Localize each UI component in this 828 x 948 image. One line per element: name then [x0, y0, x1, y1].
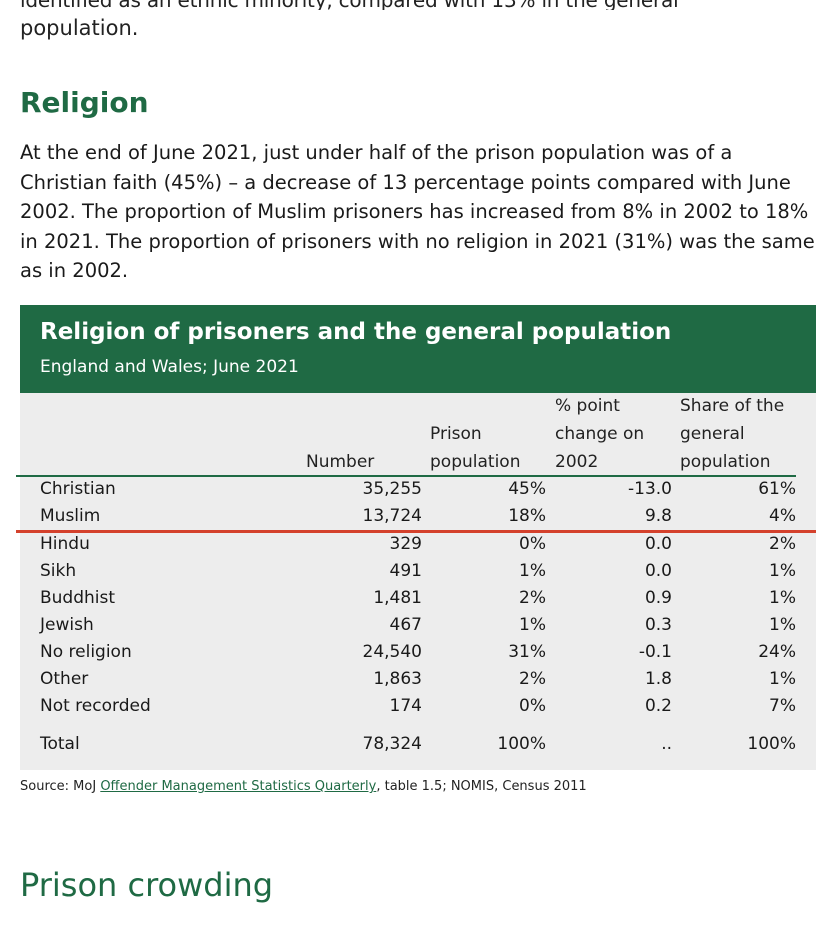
section-heading-prison-crowding: Prison crowding: [20, 866, 274, 904]
row-number: 329: [389, 534, 422, 554]
table-row: Hindu 329 0% 0.0 2%: [0, 531, 828, 558]
row-share: 1%: [769, 615, 796, 635]
row-change: 0.0: [644, 561, 672, 581]
row-number: 467: [389, 615, 422, 635]
row-label: Muslim: [40, 506, 101, 526]
section-heading-religion: Religion: [20, 86, 149, 119]
total-number: 78,324: [362, 734, 422, 754]
row-prison-pct: 1%: [519, 561, 546, 581]
row-label: Hindu: [40, 534, 90, 554]
total-share: 100%: [747, 734, 796, 754]
row-share: 1%: [769, 669, 796, 689]
row-number: 35,255: [362, 479, 422, 499]
row-change: -13.0: [628, 479, 672, 499]
row-label: Buddhist: [40, 588, 116, 608]
total-label: Total: [40, 734, 80, 754]
row-share: 4%: [769, 506, 796, 526]
col-header-share-1: Share of the: [680, 396, 785, 416]
table-row: Jewish 467 1% 0.3 1%: [0, 612, 828, 639]
table-row: Muslim 13,724 18% 9.8 4%: [0, 503, 828, 530]
row-prison-pct: 2%: [519, 669, 546, 689]
row-label: Sikh: [40, 561, 77, 581]
row-number: 1,481: [373, 588, 422, 608]
header-divider: [16, 475, 796, 477]
col-header-change-3: 2002: [555, 452, 599, 472]
table-row: No religion 24,540 31% -0.1 24%: [0, 639, 828, 666]
row-label: No religion: [40, 642, 132, 662]
table-row: Other 1,863 2% 1.8 1%: [0, 666, 828, 693]
row-share: 2%: [769, 534, 796, 554]
row-number: 24,540: [362, 642, 422, 662]
total-change: ..: [661, 734, 672, 754]
table-row: Christian 35,255 45% -13.0 61%: [0, 476, 828, 503]
row-prison-pct: 31%: [508, 642, 546, 662]
source-link[interactable]: Offender Management Statistics Quarterly: [100, 779, 377, 794]
total-prison-pct: 100%: [497, 734, 546, 754]
col-header-number: Number: [306, 452, 375, 472]
col-header-change-2: change on: [555, 424, 645, 444]
row-change: 1.8: [644, 669, 672, 689]
table-total-row: Total 78,324 100% .. 100%: [0, 731, 828, 758]
col-header-share-2: general: [680, 424, 745, 444]
paragraph-end: population.: [20, 16, 139, 40]
row-label: Not recorded: [40, 696, 151, 716]
row-prison-pct: 1%: [519, 615, 546, 635]
source-prefix: Source: MoJ: [20, 779, 101, 794]
table-row: Sikh 491 1% 0.0 1%: [0, 558, 828, 585]
row-number: 1,863: [373, 669, 422, 689]
col-header-prison-2: population: [430, 452, 521, 472]
row-number: 174: [389, 696, 422, 716]
row-label: Jewish: [40, 615, 94, 635]
table-row: Buddhist 1,481 2% 0.9 1%: [0, 585, 828, 612]
row-change: 0.0: [644, 534, 672, 554]
cutoff-text-line: identified as an ethnic minority, compar…: [20, 0, 720, 10]
row-change: 0.9: [644, 588, 672, 608]
row-prison-pct: 18%: [508, 506, 546, 526]
row-label: Christian: [40, 479, 116, 499]
row-share: 1%: [769, 561, 796, 581]
table-row: Not recorded 174 0% 0.2 7%: [0, 693, 828, 720]
religion-table-card: Religion of prisoners and the general po…: [20, 305, 816, 770]
religion-paragraph: At the end of June 2021, just under half…: [20, 141, 815, 282]
row-change: -0.1: [638, 642, 672, 662]
row-prison-pct: 2%: [519, 588, 546, 608]
row-change: 9.8: [644, 506, 672, 526]
col-header-prison-1: Prison: [430, 424, 482, 444]
table-title: Religion of prisoners and the general po…: [40, 319, 672, 345]
col-header-share-3: population: [680, 452, 771, 472]
row-change: 0.3: [644, 615, 672, 635]
source-suffix: , table 1.5; NOMIS, Census 2011: [376, 779, 587, 794]
highlight-underline: [16, 530, 816, 533]
row-number: 13,724: [362, 506, 422, 526]
row-change: 0.2: [644, 696, 672, 716]
table-subtitle: England and Wales; June 2021: [40, 357, 299, 377]
row-prison-pct: 45%: [508, 479, 546, 499]
row-share: 61%: [758, 479, 796, 499]
row-share: 24%: [758, 642, 796, 662]
row-prison-pct: 0%: [519, 534, 546, 554]
row-prison-pct: 0%: [519, 696, 546, 716]
row-share: 7%: [769, 696, 796, 716]
row-number: 491: [389, 561, 422, 581]
row-label: Other: [40, 669, 89, 689]
table-header-band: Religion of prisoners and the general po…: [20, 305, 816, 393]
col-header-change-1: % point: [555, 396, 620, 416]
source-note: Source: MoJ Offender Management Statisti…: [20, 779, 587, 794]
row-share: 1%: [769, 588, 796, 608]
